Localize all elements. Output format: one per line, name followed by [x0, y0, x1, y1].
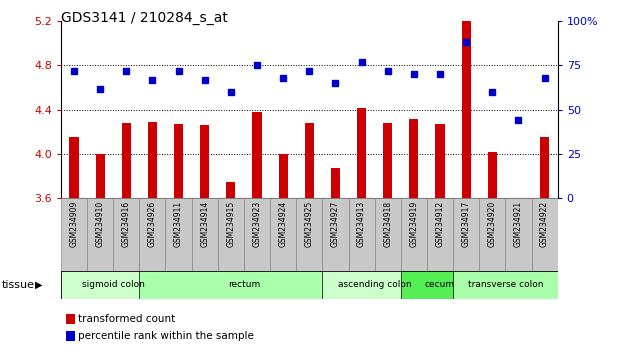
Text: GSM234918: GSM234918 — [383, 200, 392, 246]
Bar — [505, 198, 531, 271]
Bar — [488, 152, 497, 198]
Text: GSM234927: GSM234927 — [331, 200, 340, 247]
Text: GSM234924: GSM234924 — [279, 200, 288, 247]
Text: GSM234913: GSM234913 — [357, 200, 366, 247]
Bar — [174, 124, 183, 198]
Bar — [357, 108, 366, 198]
Text: transformed count: transformed count — [78, 314, 176, 324]
Bar — [304, 123, 314, 198]
Bar — [540, 137, 549, 198]
Bar — [331, 169, 340, 198]
Text: percentile rank within the sample: percentile rank within the sample — [78, 331, 254, 341]
Text: rectum: rectum — [228, 280, 260, 290]
Text: GSM234911: GSM234911 — [174, 200, 183, 246]
Text: GSM234912: GSM234912 — [435, 200, 444, 246]
Bar — [244, 198, 270, 271]
Bar — [435, 124, 445, 198]
Text: GSM234917: GSM234917 — [462, 200, 470, 247]
Bar — [200, 125, 209, 198]
Bar — [139, 198, 165, 271]
Bar — [410, 119, 419, 198]
Bar — [87, 198, 113, 271]
Bar — [322, 271, 427, 299]
Bar — [113, 198, 139, 271]
Bar — [374, 198, 401, 271]
Text: tissue: tissue — [1, 280, 34, 290]
Bar — [322, 198, 349, 271]
Bar — [349, 198, 374, 271]
Bar — [383, 123, 392, 198]
Bar — [270, 198, 296, 271]
Text: GSM234926: GSM234926 — [148, 200, 157, 247]
Bar — [61, 198, 87, 271]
Bar — [165, 198, 192, 271]
Bar — [226, 182, 235, 198]
Bar — [61, 271, 165, 299]
Bar — [453, 271, 558, 299]
Bar — [401, 198, 427, 271]
Bar — [66, 314, 75, 324]
Bar — [218, 198, 244, 271]
Bar — [453, 198, 479, 271]
Text: GSM234922: GSM234922 — [540, 200, 549, 246]
Bar — [427, 198, 453, 271]
Bar — [531, 198, 558, 271]
Bar — [479, 198, 505, 271]
Text: GSM234921: GSM234921 — [514, 200, 523, 246]
Bar — [253, 112, 262, 198]
Bar — [96, 154, 104, 198]
Text: GSM234909: GSM234909 — [69, 200, 78, 247]
Text: GSM234914: GSM234914 — [200, 200, 209, 247]
Text: GSM234925: GSM234925 — [304, 200, 314, 247]
Text: GSM234923: GSM234923 — [253, 200, 262, 247]
Bar — [279, 154, 288, 198]
Text: ascending colon: ascending colon — [338, 280, 412, 290]
Bar — [122, 123, 131, 198]
Bar — [69, 137, 79, 198]
Text: transverse colon: transverse colon — [468, 280, 543, 290]
Bar — [296, 198, 322, 271]
Text: GSM234915: GSM234915 — [226, 200, 235, 247]
Bar — [462, 21, 470, 198]
Text: ▶: ▶ — [35, 280, 42, 290]
Bar — [192, 198, 218, 271]
Bar — [139, 271, 349, 299]
Text: cecum: cecum — [425, 280, 455, 290]
Text: GDS3141 / 210284_s_at: GDS3141 / 210284_s_at — [61, 11, 228, 25]
Bar — [66, 331, 75, 341]
Text: GSM234910: GSM234910 — [96, 200, 104, 247]
Bar — [148, 122, 157, 198]
Text: GSM234919: GSM234919 — [410, 200, 419, 247]
Text: GSM234920: GSM234920 — [488, 200, 497, 247]
Bar — [401, 271, 479, 299]
Text: GSM234916: GSM234916 — [122, 200, 131, 247]
Text: sigmoid colon: sigmoid colon — [82, 280, 145, 290]
